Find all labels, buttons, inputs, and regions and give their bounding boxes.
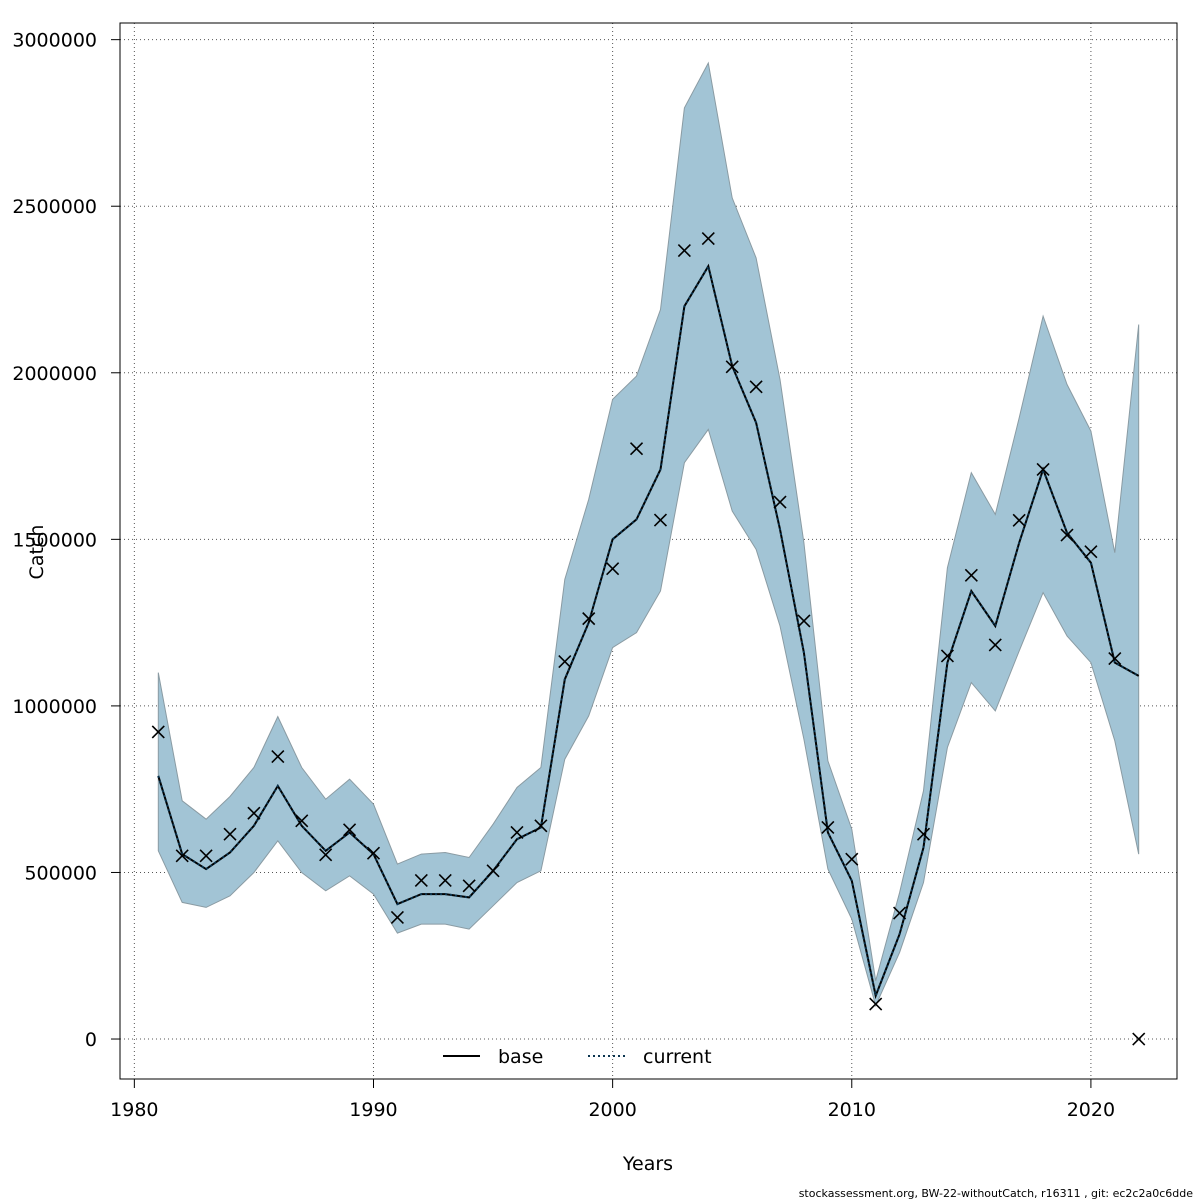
observed-point [414,873,428,888]
observed-point [749,380,763,394]
footer-note: stockassessment.org, BW-22-withoutCatch,… [799,1187,1194,1200]
legend-label-current: current [643,1046,712,1068]
observed-point [151,725,165,739]
x-axis-title: Years [622,1153,673,1175]
y-axis: 0 500000 1000000 1500000 2000000 2500000 30000… [12,30,120,1051]
observed-point [629,442,644,456]
observed-point [1084,545,1098,559]
observed-point [606,562,620,576]
observed-point [1012,513,1026,527]
observed-point [247,806,261,820]
series-lines [157,263,1140,1000]
legend: base current [443,1046,712,1068]
observed-point [223,827,237,841]
observed-point [677,243,691,258]
observed-point [964,568,978,582]
observed-point [916,827,931,841]
x-tick-label: 2010 [828,1099,876,1121]
observed-point [1036,462,1050,476]
observed-point [893,906,907,920]
y-tick-label: 2000000 [12,363,97,385]
observed-point [940,649,954,663]
observed-point [343,823,357,837]
observed-point [582,612,596,626]
observed-point [175,849,189,863]
observed-point [701,231,715,246]
y-tick-label: 3000000 [12,30,97,52]
observed-point [366,846,381,860]
legend-label-base: base [498,1046,543,1068]
confidence-band-area [157,61,1140,1008]
observed-point [319,848,333,862]
y-tick-label: 1500000 [12,529,97,551]
observed-point [821,820,835,835]
observed-point [510,825,524,840]
x-tick-label: 1980 [110,1099,158,1121]
observed-point [988,638,1002,652]
observed-point [1108,652,1122,666]
observed-points [151,231,1146,1046]
observed-point [390,910,404,925]
x-tick-label: 1990 [349,1099,397,1121]
y-tick-label: 500000 [24,862,97,884]
y-tick-label: 1000000 [12,696,97,718]
x-axis: 1980 1990 2000 2010 2020 [110,1078,1115,1121]
observed-point [1132,1032,1146,1046]
observed-point [534,819,548,833]
observed-point [773,495,787,509]
observed-point [869,997,883,1011]
observed-point [486,864,500,878]
observed-point [199,849,213,863]
observed-point [558,655,572,669]
observed-point [462,879,476,893]
observed-point [438,873,452,888]
observed-point [271,749,285,764]
observed-point [653,513,668,527]
observed-point [845,852,859,866]
observed-point [725,360,739,374]
confidence-band [157,61,1140,1008]
observed-point [295,814,309,828]
x-tick-label: 2020 [1067,1099,1115,1121]
series-line-current [157,263,1140,1000]
x-tick-label: 2000 [588,1099,636,1121]
y-tick-label: 0 [85,1029,97,1051]
y-tick-label: 2500000 [12,196,97,218]
y-axis-title: Catch [26,525,48,580]
observed-point [1060,528,1074,542]
observed-point [797,614,811,628]
